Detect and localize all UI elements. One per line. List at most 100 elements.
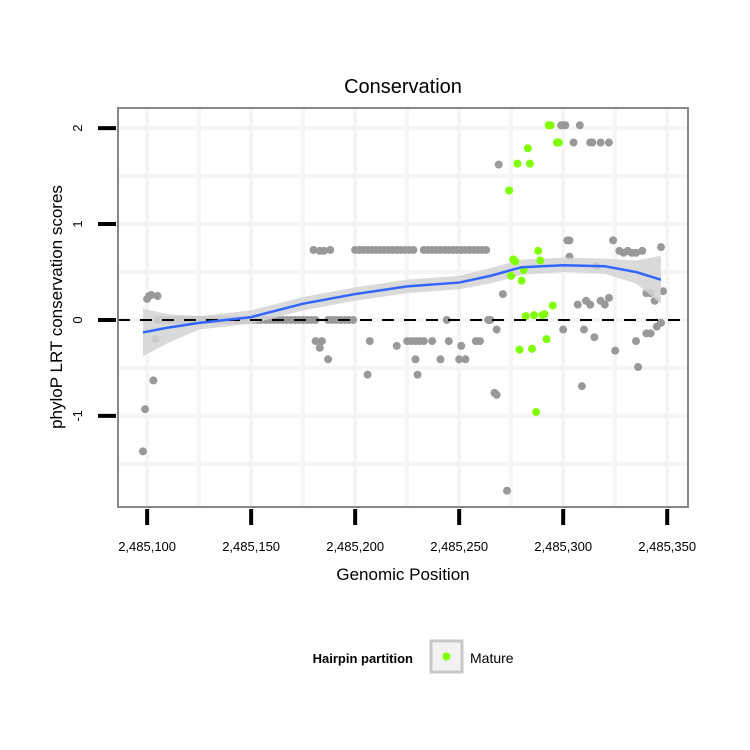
x-tick-label: 2,485,150 — [222, 539, 280, 554]
other-point — [604, 293, 613, 302]
mature-point — [536, 256, 545, 265]
other-point — [442, 315, 451, 324]
other-point — [315, 343, 324, 352]
other-point — [324, 355, 333, 364]
other-point — [309, 245, 318, 254]
other-point — [475, 337, 484, 346]
mature-point — [542, 335, 551, 344]
other-point — [392, 341, 401, 350]
other-point — [444, 337, 453, 346]
y-tick-label: 0 — [70, 316, 85, 323]
smooth-trend-line — [142, 264, 662, 334]
plot-panel — [117, 107, 689, 508]
mature-point — [527, 344, 536, 353]
other-point — [638, 246, 647, 255]
x-tick-label: 2,485,100 — [118, 539, 176, 554]
other-point — [575, 121, 584, 130]
other-point — [646, 329, 655, 338]
other-point — [579, 325, 588, 334]
mature-point — [507, 271, 516, 280]
mature-point — [546, 121, 555, 130]
other-point — [419, 337, 428, 346]
mature-point — [521, 312, 530, 321]
mature-point — [513, 159, 522, 168]
other-point — [311, 315, 320, 324]
y-tick-label: 2 — [70, 125, 85, 132]
y-tick-label: 1 — [70, 220, 85, 227]
other-point — [577, 382, 586, 391]
chart-title: Conservation — [344, 76, 462, 98]
other-point — [596, 138, 605, 147]
mature-point — [534, 246, 543, 255]
other-point — [656, 318, 665, 327]
confidence-ribbon — [142, 255, 661, 357]
mature-point — [511, 257, 520, 266]
other-point — [326, 245, 335, 254]
other-point — [588, 138, 597, 147]
other-point — [611, 346, 620, 355]
mature-point — [523, 144, 532, 153]
other-point — [561, 121, 570, 130]
other-point — [319, 246, 328, 255]
y-axis-label: phyloP LRT conservation scores — [47, 185, 66, 429]
other-point — [634, 362, 643, 371]
legend: Hairpin partition Mature — [313, 639, 514, 674]
other-point — [365, 337, 374, 346]
mature-point — [548, 301, 557, 310]
mature-point — [532, 408, 541, 417]
other-point — [317, 337, 326, 346]
x-tick-label: 2,485,350 — [638, 539, 696, 554]
other-point — [609, 236, 618, 245]
mature-point — [517, 276, 526, 285]
mature-point — [515, 345, 524, 354]
other-point — [409, 245, 418, 254]
other-point — [494, 160, 503, 169]
other-point — [482, 245, 491, 254]
other-point — [457, 341, 466, 350]
other-point — [311, 337, 320, 346]
other-point — [153, 291, 162, 300]
other-point — [559, 325, 568, 334]
x-axis-label: Genomic Position — [336, 565, 469, 584]
other-point — [141, 405, 150, 414]
legend-mature-dot — [442, 652, 451, 661]
other-point — [428, 337, 437, 346]
other-point — [492, 390, 501, 399]
other-point — [503, 486, 512, 495]
other-point — [461, 355, 470, 364]
mature-point — [505, 186, 514, 195]
x-tick-label: 2,485,200 — [326, 539, 384, 554]
other-point — [586, 300, 595, 309]
y-tick-label: -1 — [70, 410, 85, 422]
other-point — [631, 248, 640, 257]
other-point — [411, 355, 420, 364]
other-point — [138, 447, 147, 456]
other-point — [349, 315, 358, 324]
mature-point — [555, 138, 564, 147]
other-point — [149, 376, 158, 385]
other-point — [569, 138, 578, 147]
panel-border — [117, 107, 689, 508]
other-point — [600, 300, 609, 309]
other-point — [486, 315, 495, 324]
mature-point — [525, 159, 534, 168]
other-point — [492, 325, 501, 334]
legend-label-mature: Mature — [470, 650, 514, 666]
x-tick-label: 2,485,300 — [534, 539, 592, 554]
mature-point — [540, 310, 549, 319]
other-point — [604, 138, 613, 147]
other-point — [659, 287, 668, 296]
other-point — [573, 300, 582, 309]
other-point — [147, 291, 156, 300]
mature-point — [530, 311, 539, 320]
x-tick-label: 2,485,250 — [430, 539, 488, 554]
other-point — [455, 355, 464, 364]
other-point — [498, 290, 507, 299]
other-point — [631, 337, 640, 346]
other-point — [436, 355, 445, 364]
other-point — [565, 236, 574, 245]
other-point — [413, 370, 422, 379]
other-point — [363, 370, 372, 379]
legend-title: Hairpin partition — [313, 651, 413, 666]
